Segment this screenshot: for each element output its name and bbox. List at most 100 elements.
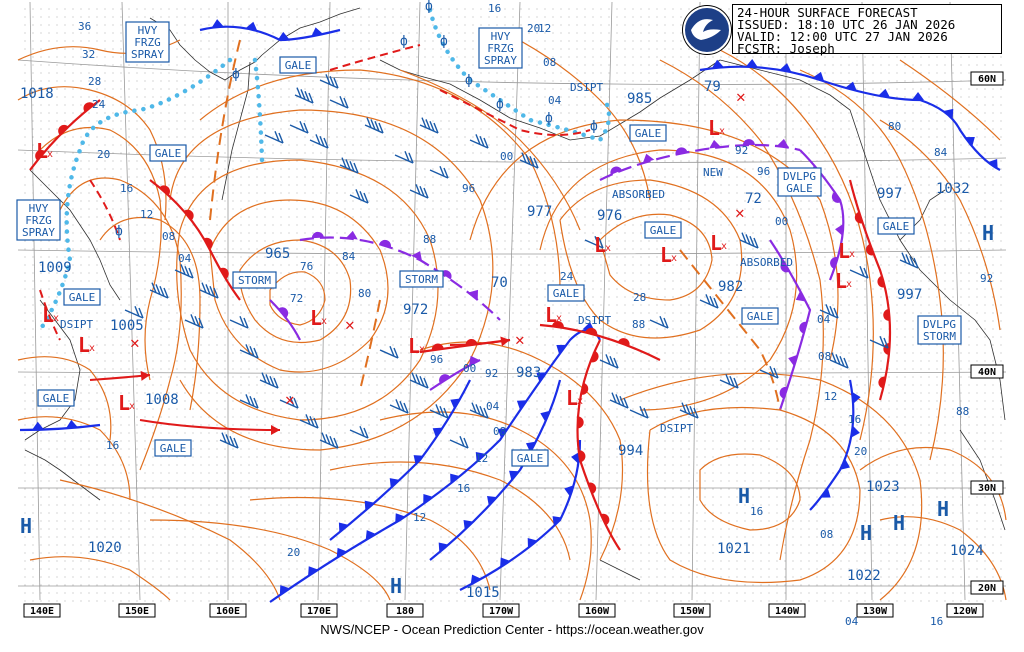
low-pressure-center: Lx — [710, 231, 727, 255]
meridian-line — [121, 1, 141, 601]
noaa-logo — [683, 6, 731, 54]
isobar-line — [149, 519, 391, 601]
low-pressure-center: Lx — [708, 116, 725, 140]
cold-front-triangle — [776, 138, 789, 148]
isobar-value-label: 92 — [735, 144, 748, 157]
longitude-label: 120W — [946, 603, 984, 618]
isobar-value-label: 12 — [140, 208, 153, 221]
cold-front-triangle — [497, 428, 508, 439]
occluded-front-e — [429, 355, 481, 391]
isobar-line — [699, 453, 801, 531]
low-symbol: L — [594, 233, 606, 257]
isobar-value-label: 16 — [750, 505, 763, 518]
wind-barb — [239, 394, 259, 409]
isobar-line — [17, 356, 112, 441]
freezing-spray-symbol: ф — [400, 34, 408, 49]
low-pressure-center: Lx — [118, 391, 135, 415]
low-pressure-center: Lx — [594, 233, 611, 257]
cold-front-triangle — [911, 91, 924, 101]
cold-front-triangle — [311, 27, 324, 37]
cold-front-triangle — [540, 410, 550, 422]
longitude-text: 160W — [585, 606, 610, 617]
isobar-value-label: 88 — [956, 405, 969, 418]
cold-front-triangle — [279, 585, 290, 596]
center-x-mark: x — [53, 313, 59, 324]
cold-front-triangle — [709, 139, 722, 149]
cold-front-triangle — [516, 400, 527, 411]
box-label-text: SPRAY — [131, 48, 164, 61]
longitude-text: 150W — [680, 606, 705, 617]
cold-front-triangle — [32, 421, 44, 430]
wind-barb — [184, 314, 204, 329]
warm-front-semicircle — [183, 209, 194, 221]
longitude-text: 160E — [216, 606, 240, 617]
coordinate-labels: 60N 40N 30N 20N 140E 150E 160E 170E 180 170W 160W 1… — [23, 71, 1004, 618]
gale-box: GALE — [644, 221, 682, 239]
isobar-value-label: 08 — [818, 350, 831, 363]
warm-front-semicircle — [585, 327, 598, 336]
isobar-value-label: 04 — [817, 313, 831, 326]
wind-barb — [469, 134, 489, 149]
center-x-mark: x — [577, 396, 583, 407]
warm-front-f-line — [29, 99, 101, 171]
cold-front-triangle — [564, 485, 574, 497]
forecaster: FCSTR: Joseph — [737, 41, 835, 56]
center-x-mark: x — [556, 313, 562, 324]
cold-front-triangle — [642, 153, 655, 164]
gale-box: GALE — [629, 124, 667, 142]
box-label-text: STORM — [238, 274, 271, 287]
pressure-value-label: 1024 — [950, 543, 984, 559]
box-label-text: STORM — [923, 330, 956, 343]
isobar-value-label: 20 — [287, 546, 300, 559]
center-x-mark: x — [671, 253, 677, 264]
wind-barb — [849, 265, 869, 279]
occluded-front-b — [769, 239, 812, 411]
occluded-front-f-line — [269, 299, 301, 341]
latitude-text: 30N — [978, 483, 996, 494]
freezing-spray-symbol: ф — [465, 73, 473, 88]
wind-barb — [339, 157, 359, 174]
freezing-spray-line — [37, 57, 233, 333]
cold-front-triangle — [487, 496, 497, 506]
isobar-value-label: 20 — [854, 445, 867, 458]
meridian-line — [691, 1, 701, 601]
latitude-label: 30N — [970, 480, 1004, 495]
freezing-spray-symbol: ф — [496, 97, 504, 112]
low-pressure-center: Lx — [545, 303, 562, 327]
product-title: 24-HOUR SURFACE FORECAST — [737, 5, 918, 20]
cold-front-triangle — [345, 230, 358, 240]
status-label: NEW — [703, 166, 723, 179]
box-label-text: GALE — [747, 310, 774, 323]
wind-barb — [469, 402, 489, 419]
isobar-value-label: 96 — [462, 182, 475, 195]
latitude-text: 60N — [978, 74, 996, 85]
cold-front-ne — [699, 58, 1001, 171]
warm-front-semicircle — [577, 416, 584, 429]
wind-barb — [394, 150, 414, 164]
box-label-text: GALE — [43, 392, 70, 405]
low-pressure-center: Lx — [835, 269, 852, 293]
box-label-text: SPRAY — [22, 226, 55, 239]
low-pressure-center: Lx — [36, 139, 53, 163]
longitude-label: 170W — [482, 603, 520, 618]
cold-front-triangle — [389, 478, 400, 489]
pressure-value-label: 983 — [516, 365, 541, 381]
wind-barb — [519, 152, 539, 169]
warm-front-semicircle — [883, 309, 890, 321]
low-pressure-center: Lx — [838, 239, 855, 263]
pressure-value-label: 72 — [745, 191, 762, 207]
low-pressure-center: Lx — [566, 386, 583, 410]
occluded-front-c — [299, 230, 501, 321]
wind-barb — [289, 120, 309, 134]
wind-barb — [364, 117, 384, 134]
wind-barb — [149, 282, 169, 299]
isobar-value-label: 12 — [824, 390, 837, 403]
isobar-value-label: 72 — [290, 292, 303, 305]
wind-barb — [299, 414, 319, 429]
box-label-text: SPRAY — [484, 54, 517, 67]
low-pressure-center: Lx — [660, 243, 677, 267]
longitude-label: 170E — [300, 603, 338, 618]
wind-barb — [869, 335, 889, 349]
